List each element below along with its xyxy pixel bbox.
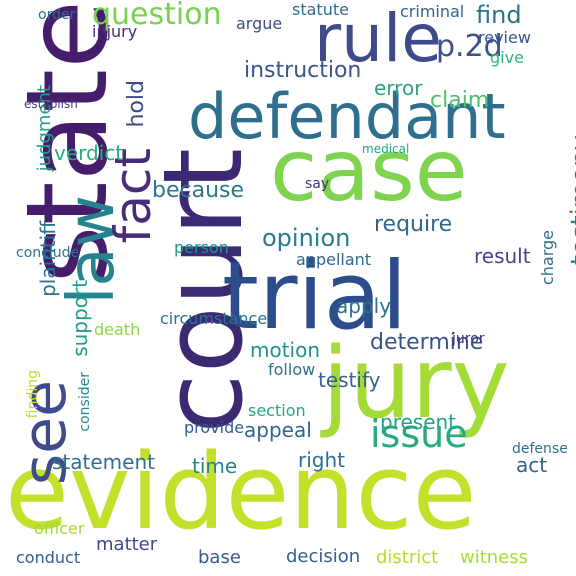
- cloud-word: appeal: [244, 418, 312, 442]
- cloud-word: jury: [322, 327, 510, 441]
- cloud-word: testimony: [566, 135, 576, 266]
- cloud-word: district: [376, 547, 439, 568]
- cloud-word: case: [270, 121, 468, 221]
- cloud-word: death: [94, 320, 141, 339]
- cloud-word: review: [478, 28, 531, 47]
- cloud-word: defense: [512, 441, 568, 457]
- cloud-word: charge: [538, 230, 557, 286]
- cloud-word: trial: [222, 242, 408, 351]
- cloud-word: appellant: [296, 250, 372, 269]
- cloud-word: injury: [92, 22, 138, 41]
- cloud-word: criminal: [400, 2, 465, 21]
- cloud-word: right: [298, 448, 345, 472]
- cloud-word: statute: [292, 0, 349, 19]
- cloud-word: p.2d: [436, 29, 503, 64]
- cloud-word: circumstance: [160, 309, 268, 328]
- cloud-word: hold: [124, 80, 149, 128]
- cloud-word: instruction: [244, 58, 362, 83]
- cloud-word: find: [476, 1, 522, 29]
- cloud-word: question: [92, 0, 222, 32]
- cloud-word: finding: [25, 370, 41, 419]
- cloud-word: conclude: [16, 245, 80, 261]
- cloud-word: follow: [268, 360, 316, 379]
- cloud-word: because: [152, 178, 245, 203]
- cloud-word: matter: [96, 534, 158, 555]
- cloud-word: give: [490, 48, 524, 67]
- cloud-word: act: [516, 453, 548, 477]
- cloud-word: issue: [370, 412, 468, 456]
- cloud-word: evidence: [5, 431, 477, 553]
- cloud-word: testify: [318, 368, 381, 392]
- cloud-word: provide: [184, 418, 245, 437]
- cloud-word: apply: [336, 294, 392, 318]
- cloud-word: witness: [460, 547, 529, 568]
- cloud-word: medical: [362, 142, 410, 156]
- cloud-word: result: [474, 244, 531, 268]
- cloud-word: verdict: [54, 141, 124, 165]
- cloud-word: require: [374, 212, 453, 237]
- cloud-word: motion: [250, 338, 321, 362]
- cloud-word: officer: [34, 519, 85, 538]
- cloud-word: opinion: [262, 224, 351, 252]
- cloud-word: claim: [430, 88, 490, 113]
- cloud-word: section: [248, 401, 306, 420]
- cloud-word: error: [374, 76, 423, 100]
- cloud-word: juror: [452, 331, 485, 347]
- cloud-word: time: [192, 454, 238, 478]
- cloud-word: say: [305, 176, 330, 192]
- cloud-word: rule: [314, 0, 442, 77]
- cloud-word: determine: [370, 330, 484, 355]
- cloud-word: base: [198, 547, 241, 568]
- cloud-word: decision: [286, 546, 361, 567]
- cloud-word: argue: [236, 14, 283, 33]
- cloud-word: person: [174, 238, 229, 257]
- cloud-word: establish: [24, 97, 78, 111]
- cloud-word: consider: [77, 372, 93, 432]
- cloud-word: order: [38, 7, 76, 23]
- cloud-word: present: [380, 410, 457, 434]
- cloud-word: defendant: [188, 80, 506, 153]
- cloud-word: support: [68, 280, 92, 357]
- cloud-word: conduct: [16, 548, 81, 567]
- cloud-word: statement: [52, 450, 155, 474]
